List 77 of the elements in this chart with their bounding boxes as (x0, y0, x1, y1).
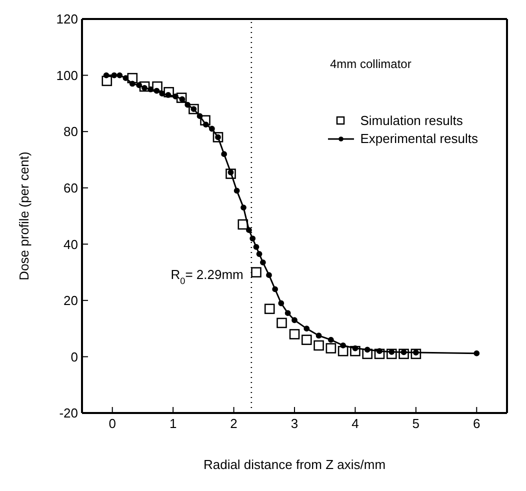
ref-line-label: R$_{0}$= 2.29mm (170, 267, 244, 286)
point (238, 219, 248, 230)
point (127, 72, 138, 84)
legend-label: Simulation results (360, 113, 463, 128)
point (328, 336, 334, 343)
point (260, 259, 266, 266)
y-tick-label: 80 (64, 124, 78, 140)
point (139, 81, 150, 92)
x-tick-label: 1 (169, 416, 177, 432)
point (338, 346, 348, 356)
point (226, 168, 236, 179)
point (202, 122, 209, 128)
point (301, 334, 312, 345)
point (284, 310, 291, 316)
point (340, 342, 346, 348)
y-axis-title: Dose profile (per cent) (16, 152, 32, 280)
annotation: 4mm collimator (330, 57, 412, 71)
point (362, 348, 373, 360)
point (314, 340, 324, 351)
point (208, 126, 215, 132)
y-tick-label: -20 (59, 406, 78, 421)
x-tick-label: 2 (230, 416, 238, 432)
point (350, 346, 360, 356)
point (326, 343, 336, 354)
point (256, 251, 262, 257)
x-tick-label: 0 (108, 416, 116, 432)
point (276, 318, 287, 328)
point (246, 227, 252, 234)
point (386, 348, 397, 360)
point (234, 188, 240, 194)
point (116, 72, 123, 78)
x-tick-label: 5 (412, 416, 420, 432)
point (129, 80, 136, 87)
point (250, 236, 256, 242)
point (364, 346, 370, 353)
point (374, 348, 385, 360)
point (212, 132, 224, 142)
point (266, 272, 272, 278)
point (136, 82, 142, 88)
y-tick-label: 20 (64, 293, 78, 308)
point (292, 317, 298, 324)
point (410, 348, 422, 360)
point (272, 286, 278, 292)
point (316, 332, 322, 339)
y-tick-label: 0 (70, 349, 78, 364)
point (253, 244, 260, 250)
point (398, 348, 409, 360)
point (264, 304, 275, 314)
point (474, 350, 480, 356)
point (221, 151, 228, 158)
y-tick-label: 120 (56, 12, 78, 27)
point (304, 326, 310, 332)
y-tick-label: 60 (64, 180, 78, 196)
point (148, 86, 154, 92)
point (159, 90, 166, 97)
point (289, 329, 300, 340)
point (184, 102, 191, 108)
point (240, 204, 246, 211)
point (103, 72, 110, 78)
point (111, 72, 118, 78)
point (251, 267, 262, 278)
point (172, 93, 178, 100)
y-tick-label: 100 (56, 68, 78, 83)
point (176, 92, 187, 103)
point (152, 81, 162, 92)
x-axis-title: Radial distance from Z axis/mm (203, 457, 386, 472)
point (278, 300, 284, 306)
point (154, 88, 160, 94)
x-tick-label: 6 (473, 416, 480, 432)
y-tick-label: 40 (64, 236, 78, 252)
x-tick-label: 4 (352, 416, 359, 432)
point (196, 113, 203, 120)
point (102, 76, 112, 86)
point (122, 75, 129, 82)
point (164, 87, 174, 98)
legend-label: Experimental results (360, 131, 478, 146)
x-tick-label: 3 (290, 416, 298, 432)
